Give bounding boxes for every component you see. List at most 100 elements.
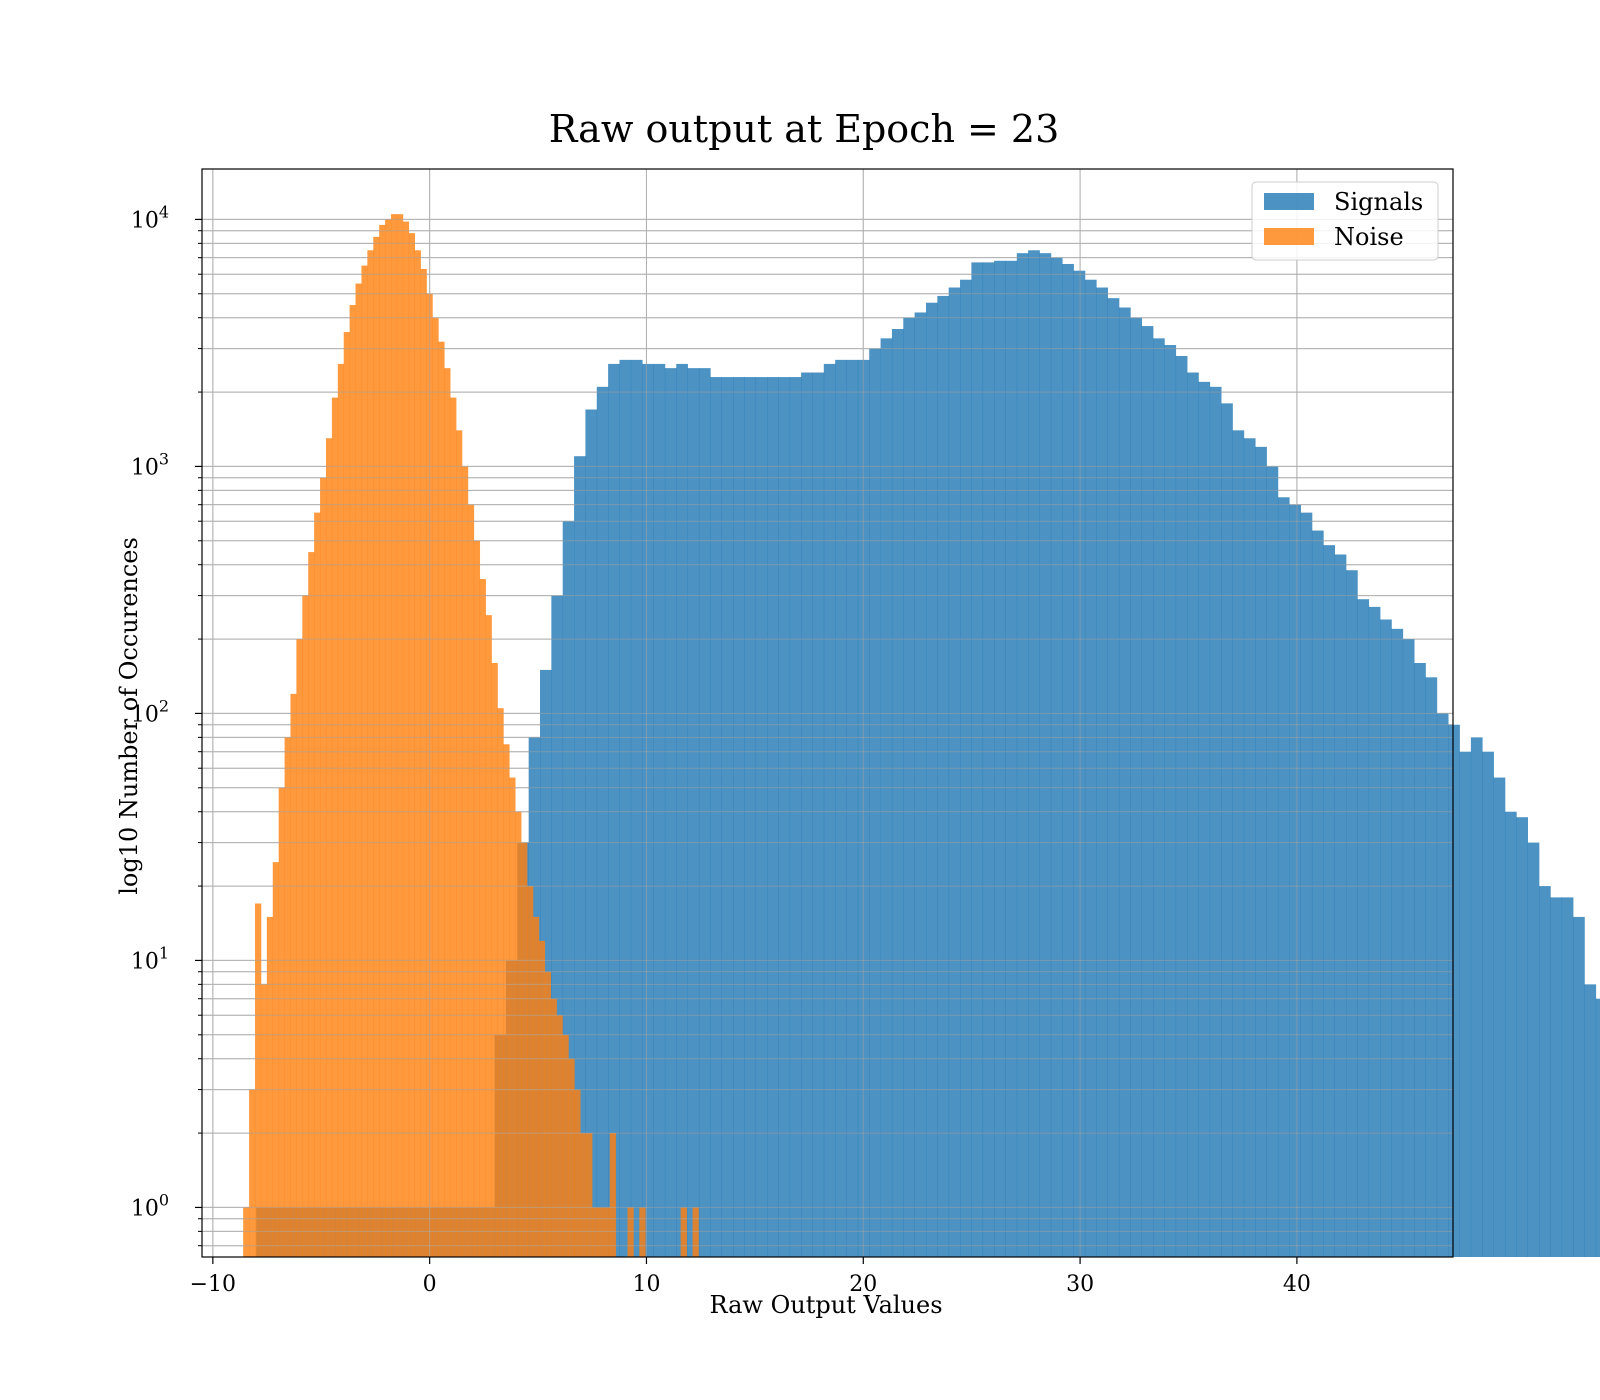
noise-bar xyxy=(444,368,451,1257)
signals-bar xyxy=(1141,326,1154,1257)
legend-swatch-signals xyxy=(1264,193,1314,210)
grid-overlay xyxy=(202,169,1453,1257)
signals-bar xyxy=(1550,897,1563,1257)
signals-bar xyxy=(1277,497,1290,1257)
signals-bar xyxy=(630,359,643,1257)
signals-bar xyxy=(880,338,893,1258)
signals-bar xyxy=(1561,897,1574,1257)
noise-bar xyxy=(278,787,285,1257)
noise-bar xyxy=(296,639,303,1257)
signals-bar xyxy=(755,377,768,1257)
y-tick-label: 100 xyxy=(131,1190,169,1221)
noise-bar xyxy=(243,1207,250,1257)
signals-bar xyxy=(1346,570,1358,1257)
noise-bar xyxy=(574,1089,581,1257)
noise-bar xyxy=(249,1089,256,1257)
signals-bar xyxy=(846,359,859,1257)
noise-bar xyxy=(467,504,475,1257)
noise-bar xyxy=(438,341,445,1257)
x-tick-label: 20 xyxy=(849,1272,877,1297)
signals-bar xyxy=(1062,263,1074,1257)
signals-bar xyxy=(971,262,984,1257)
noise-bar xyxy=(349,305,356,1258)
y-axis-label: log10 Number of Occurences xyxy=(115,537,143,895)
legend-label-noise: Noise xyxy=(1334,223,1404,251)
y-tick-label: 101 xyxy=(131,943,169,974)
y-tick-label: 103 xyxy=(131,449,169,480)
signals-bar xyxy=(1504,811,1517,1257)
signals-bar xyxy=(653,363,666,1257)
signals-bar xyxy=(1266,466,1279,1257)
noise-bar xyxy=(509,777,516,1257)
noise-bar xyxy=(450,397,457,1257)
signals-bar xyxy=(619,359,632,1257)
signals-bar xyxy=(1300,512,1313,1257)
signals-bar xyxy=(1448,724,1460,1257)
noise-bar xyxy=(385,219,392,1257)
noise-bar xyxy=(461,466,469,1257)
signals-bar xyxy=(1470,737,1483,1257)
signals-bar xyxy=(1334,554,1347,1257)
noise-bar xyxy=(456,430,463,1258)
signals-bar xyxy=(1016,253,1029,1257)
noise-bar xyxy=(603,1207,611,1257)
signals-bar xyxy=(642,363,654,1257)
x-tick-label: −10 xyxy=(190,1272,236,1297)
signals-bar xyxy=(835,359,847,1257)
noise-bar xyxy=(260,984,268,1257)
noise-bar xyxy=(325,438,333,1257)
signals-bar xyxy=(869,348,881,1257)
noise-bar xyxy=(402,221,410,1258)
legend-swatch-noise xyxy=(1264,228,1314,245)
signals-bar xyxy=(664,368,677,1257)
signals-bar xyxy=(1493,777,1506,1257)
noise-bar xyxy=(373,236,380,1258)
noise-bar xyxy=(320,477,327,1258)
signals-bar xyxy=(1153,338,1165,1258)
signals-bar xyxy=(710,377,722,1257)
signals-bar xyxy=(562,521,575,1257)
noise-bar xyxy=(343,332,350,1257)
noise-bar xyxy=(290,693,297,1257)
noise-bar xyxy=(568,1058,575,1257)
signals-bar xyxy=(1539,886,1551,1257)
noise-bar xyxy=(255,903,262,1257)
noise-bar xyxy=(497,708,504,1257)
noise-bar xyxy=(391,214,398,1258)
noise-bar xyxy=(521,842,528,1257)
noise-bar xyxy=(485,615,492,1257)
noise-bar xyxy=(562,1034,569,1257)
signals-bar xyxy=(1436,713,1449,1257)
signals-bar xyxy=(823,363,836,1257)
signals-bar xyxy=(1323,545,1336,1257)
signals-bar xyxy=(585,409,598,1257)
signals-bar xyxy=(1118,307,1131,1257)
noise-bar xyxy=(302,595,309,1257)
signals-bar xyxy=(778,377,791,1257)
signals-bar xyxy=(1584,984,1597,1257)
chart-title: Raw output at Epoch = 23 xyxy=(549,107,1060,151)
signals-bar xyxy=(1175,355,1188,1258)
signals-bar xyxy=(1005,260,1018,1257)
y-axis-ticks: 100 101 102 103 104 xyxy=(131,202,202,1247)
signals-bar xyxy=(1391,628,1404,1257)
signals-bar xyxy=(925,302,938,1258)
noise-bar xyxy=(331,397,339,1257)
signals-bar xyxy=(721,377,734,1257)
signals-bar xyxy=(733,377,745,1257)
signals-bar xyxy=(948,287,961,1257)
y-tick-label: 104 xyxy=(131,202,169,233)
signals-bar xyxy=(937,295,950,1257)
x-tick-label: 30 xyxy=(1066,1272,1094,1297)
noise-bar xyxy=(355,283,362,1257)
signals-bar xyxy=(891,329,904,1257)
signals-bar xyxy=(1221,403,1233,1257)
noise-bar xyxy=(609,1133,617,1257)
signals-bar xyxy=(1028,250,1040,1257)
noise-bar xyxy=(627,1207,634,1257)
signals-bar xyxy=(789,377,802,1257)
noise-bar xyxy=(272,862,280,1257)
signals-bar xyxy=(994,260,1006,1257)
signals-bars xyxy=(256,250,1600,1258)
